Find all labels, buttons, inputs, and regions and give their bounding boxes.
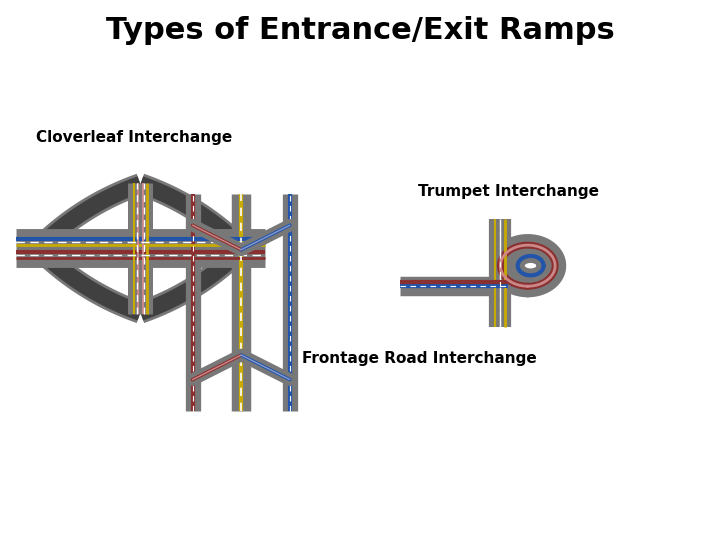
Text: Cloverleaf Interchange: Cloverleaf Interchange xyxy=(36,130,233,145)
Text: Trumpet Interchange: Trumpet Interchange xyxy=(418,184,598,199)
Text: Frontage Road Interchange: Frontage Road Interchange xyxy=(302,351,537,366)
Text: Types of Entrance/Exit Ramps: Types of Entrance/Exit Ramps xyxy=(106,16,614,45)
